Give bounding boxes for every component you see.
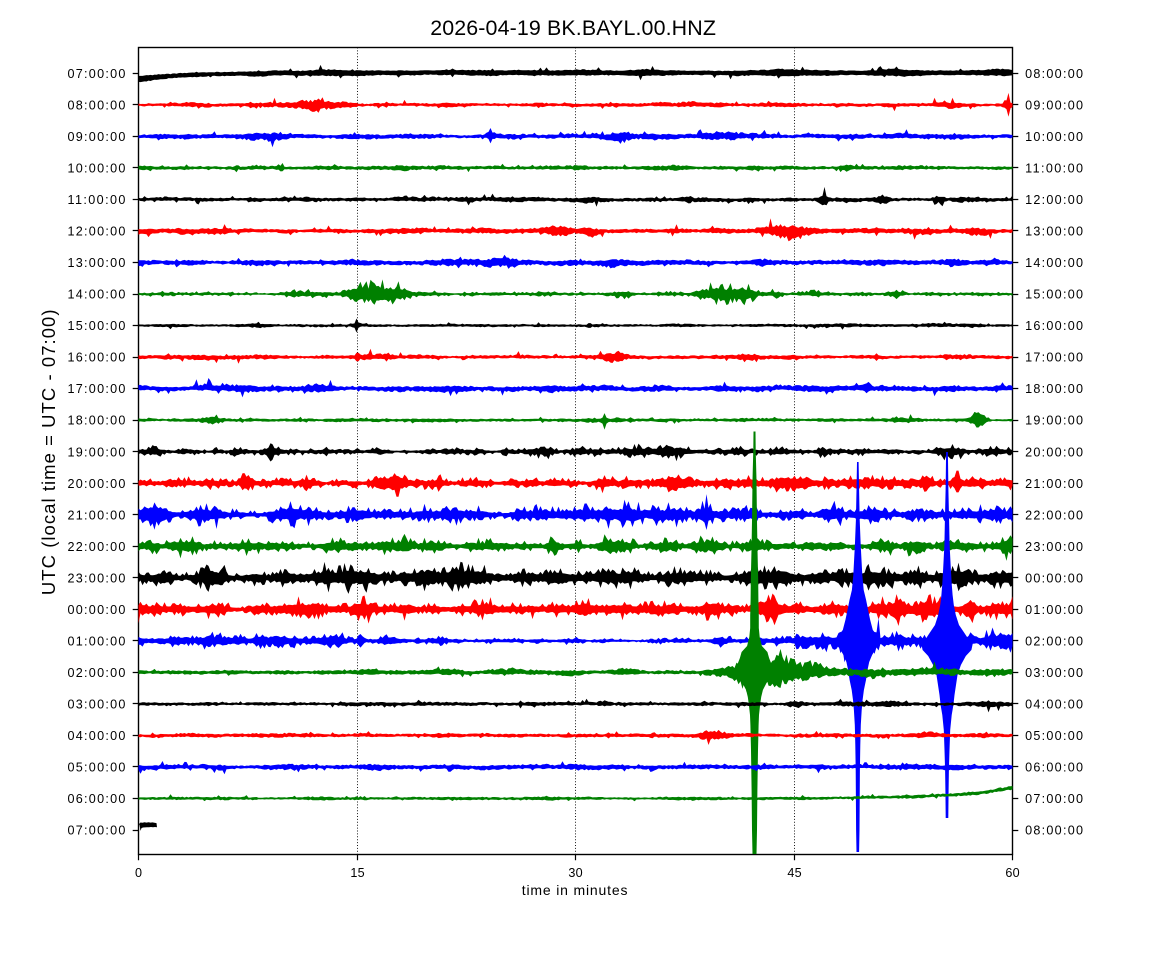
svg-text:17:00:00: 17:00:00	[1025, 351, 1083, 365]
svg-text:00:00:00: 00:00:00	[68, 603, 126, 617]
svg-text:21:00:00: 21:00:00	[68, 508, 126, 522]
svg-text:05:00:00: 05:00:00	[68, 761, 126, 775]
svg-text:04:00:00: 04:00:00	[68, 729, 126, 743]
svg-text:15: 15	[350, 866, 364, 880]
svg-text:16:00:00: 16:00:00	[1025, 319, 1083, 333]
svg-text:22:00:00: 22:00:00	[1025, 508, 1083, 522]
svg-text:09:00:00: 09:00:00	[68, 130, 126, 144]
svg-text:18:00:00: 18:00:00	[68, 414, 126, 428]
svg-text:13:00:00: 13:00:00	[68, 256, 126, 270]
svg-text:06:00:00: 06:00:00	[1025, 761, 1083, 775]
svg-text:15:00:00: 15:00:00	[1025, 288, 1083, 302]
svg-text:30: 30	[568, 866, 582, 880]
svg-text:20:00:00: 20:00:00	[68, 477, 126, 491]
svg-text:14:00:00: 14:00:00	[68, 288, 126, 302]
svg-text:17:00:00: 17:00:00	[68, 382, 126, 396]
svg-text:06:00:00: 06:00:00	[68, 792, 126, 806]
svg-text:UTC (local time = UTC - 07:00): UTC (local time = UTC - 07:00)	[38, 309, 59, 595]
svg-text:2026-04-19 BK.BAYL.00.HNZ: 2026-04-19 BK.BAYL.00.HNZ	[430, 16, 716, 40]
svg-text:19:00:00: 19:00:00	[68, 445, 126, 459]
svg-text:13:00:00: 13:00:00	[1025, 225, 1083, 239]
svg-text:60: 60	[1005, 866, 1019, 880]
svg-text:07:00:00: 07:00:00	[1025, 792, 1083, 806]
svg-text:15:00:00: 15:00:00	[68, 319, 126, 333]
svg-text:01:00:00: 01:00:00	[68, 634, 126, 648]
svg-text:21:00:00: 21:00:00	[1025, 477, 1083, 491]
svg-text:18:00:00: 18:00:00	[1025, 382, 1083, 396]
svg-text:07:00:00: 07:00:00	[68, 67, 126, 81]
svg-text:20:00:00: 20:00:00	[1025, 445, 1083, 459]
svg-text:16:00:00: 16:00:00	[68, 351, 126, 365]
svg-text:12:00:00: 12:00:00	[68, 225, 126, 239]
svg-text:19:00:00: 19:00:00	[1025, 414, 1083, 428]
svg-text:45: 45	[787, 866, 801, 880]
svg-text:01:00:00: 01:00:00	[1025, 603, 1083, 617]
svg-text:00:00:00: 00:00:00	[1025, 571, 1083, 585]
svg-text:0: 0	[135, 866, 142, 880]
svg-text:23:00:00: 23:00:00	[1025, 540, 1083, 554]
svg-text:08:00:00: 08:00:00	[68, 98, 126, 112]
svg-text:10:00:00: 10:00:00	[68, 162, 126, 176]
svg-text:03:00:00: 03:00:00	[68, 698, 126, 712]
svg-text:08:00:00: 08:00:00	[1025, 67, 1083, 81]
svg-text:07:00:00: 07:00:00	[68, 824, 126, 838]
svg-text:04:00:00: 04:00:00	[1025, 698, 1083, 712]
svg-text:14:00:00: 14:00:00	[1025, 256, 1083, 270]
svg-text:03:00:00: 03:00:00	[1025, 666, 1083, 680]
svg-text:02:00:00: 02:00:00	[1025, 634, 1083, 648]
svg-text:10:00:00: 10:00:00	[1025, 130, 1083, 144]
svg-text:05:00:00: 05:00:00	[1025, 729, 1083, 743]
svg-text:23:00:00: 23:00:00	[68, 571, 126, 585]
svg-text:08:00:00: 08:00:00	[1025, 824, 1083, 838]
svg-text:02:00:00: 02:00:00	[68, 666, 126, 680]
svg-text:12:00:00: 12:00:00	[1025, 193, 1083, 207]
svg-text:11:00:00: 11:00:00	[68, 193, 126, 207]
svg-text:22:00:00: 22:00:00	[68, 540, 126, 554]
svg-text:time in minutes: time in minutes	[522, 882, 628, 898]
svg-text:11:00:00: 11:00:00	[1025, 162, 1083, 176]
svg-text:09:00:00: 09:00:00	[1025, 98, 1083, 112]
